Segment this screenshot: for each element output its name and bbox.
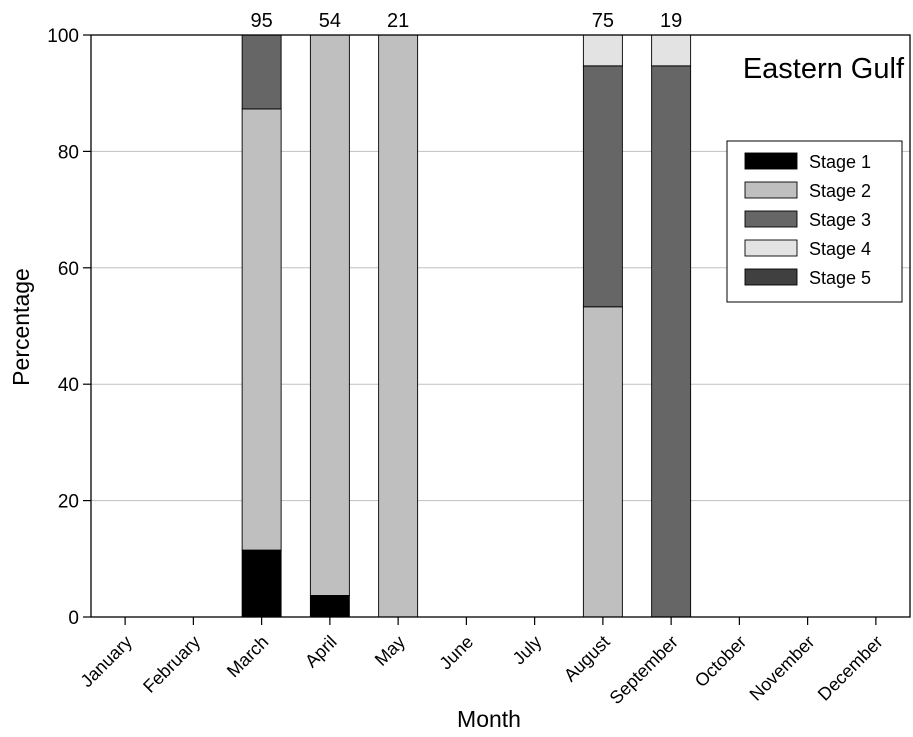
bar-segment (378, 34, 419, 618)
y-tick-label: 100 (47, 26, 79, 47)
x-tick-label: September (606, 632, 682, 708)
x-tick-label: April (301, 632, 341, 672)
legend-label: Stage 2 (809, 181, 871, 201)
x-tick-label: November (746, 632, 819, 705)
y-axis: 0 20 40 60 80 100 (47, 26, 91, 629)
sample-count-label: 75 (592, 10, 614, 32)
legend-swatch (744, 268, 798, 286)
sample-count-label: 54 (319, 10, 341, 32)
legend-label: Stage 3 (809, 210, 871, 230)
x-tick-label: August (560, 632, 614, 686)
y-axis-title: Percentage (8, 268, 34, 386)
y-tick-label: 40 (58, 375, 79, 396)
bar-segment (309, 595, 350, 618)
x-tick-label: July (509, 632, 546, 669)
y-tick-label: 20 (58, 492, 79, 513)
plot-frame (90, 34, 911, 618)
x-tick-label: May (371, 632, 409, 670)
y-tick-label: 80 (58, 142, 79, 163)
legend-label: Stage 5 (809, 268, 871, 288)
bar-segment (582, 306, 623, 618)
sample-counts: 95 54 21 75 19 (251, 10, 683, 32)
bar-segment (241, 108, 282, 551)
legend-swatch (744, 210, 798, 228)
bars (241, 34, 692, 618)
sample-count-label: 19 (660, 10, 682, 32)
bar-segment (241, 34, 282, 110)
bar-segment (651, 34, 692, 67)
y-tick-label: 60 (58, 259, 79, 280)
x-tick-label: December (814, 632, 887, 705)
bar-segment (241, 549, 282, 618)
x-tick-label: March (223, 632, 273, 682)
x-axis: January February March April May June July Augu… (77, 617, 887, 708)
legend-swatch (744, 181, 798, 199)
legend-swatch (744, 239, 798, 257)
legend: Stage 1 Stage 2 Stage 3 Stage 4 Stage 5 (726, 140, 903, 303)
legend-swatch (744, 152, 798, 170)
x-tick-label: February (139, 632, 204, 697)
bar-segment (651, 65, 692, 618)
sample-count-label: 21 (387, 10, 409, 32)
y-tick-label: 0 (68, 608, 79, 629)
legend-label: Stage 1 (809, 152, 871, 172)
bar-segment (582, 34, 623, 67)
x-axis-title: Month (457, 706, 521, 732)
x-tick-label: January (77, 632, 136, 691)
x-tick-label: June (435, 632, 477, 674)
bar-segment (309, 34, 350, 596)
x-tick-label: October (691, 632, 750, 691)
chart-title: Eastern Gulf (743, 53, 905, 85)
legend-label: Stage 4 (809, 239, 871, 259)
bar-segment (582, 65, 623, 308)
sample-count-label: 95 (251, 10, 273, 32)
